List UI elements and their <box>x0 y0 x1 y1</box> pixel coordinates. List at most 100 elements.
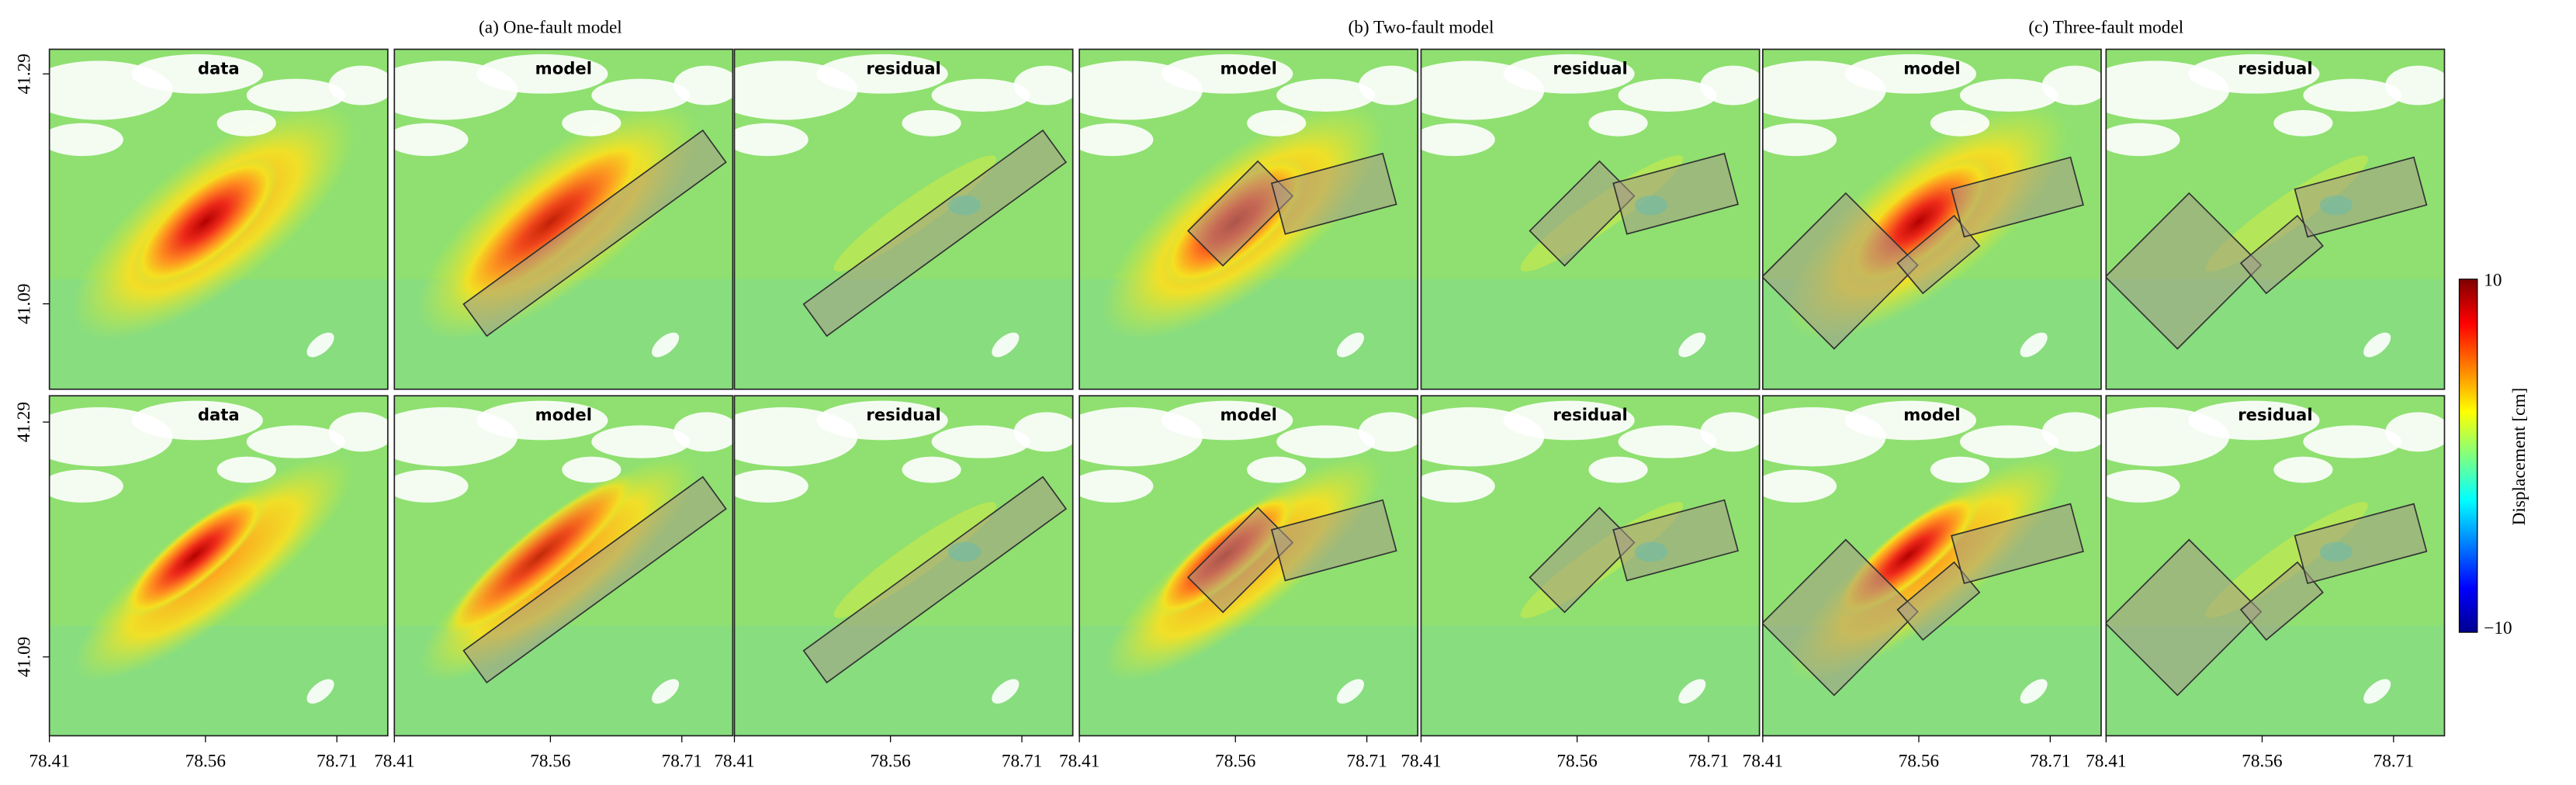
panel-image <box>1079 396 1418 736</box>
panel-label: residual <box>1553 405 1627 424</box>
no-data <box>734 123 808 157</box>
no-data <box>394 469 469 503</box>
no-data <box>1503 400 1635 441</box>
residual <box>833 502 997 618</box>
no-data <box>2041 65 2101 105</box>
fault-plane <box>1612 152 1740 235</box>
panel: residual 78.41 78.56 78.71 <box>714 395 1074 772</box>
no-data <box>1959 425 2058 458</box>
x-tick-label: 78.56 <box>530 752 570 772</box>
colorbar-max: 10 <box>2484 270 2502 290</box>
background-tone <box>734 625 1073 736</box>
panel-label: data <box>198 405 240 424</box>
no-data <box>1844 400 1977 441</box>
panel-image <box>734 396 1073 736</box>
no-data <box>1161 400 1293 441</box>
no-data <box>2273 109 2333 137</box>
panel-label: residual <box>2238 58 2312 78</box>
no-data <box>1762 123 1837 157</box>
panel-image <box>734 49 1073 389</box>
x-tick-label: 78.41 <box>1059 752 1099 772</box>
x-tick-label: 78.41 <box>1401 752 1441 772</box>
no-data <box>1588 109 1648 137</box>
no-data <box>1276 425 1376 458</box>
x-tick-label: 78.71 <box>662 752 702 772</box>
x-tick-label: 78.71 <box>2030 752 2070 772</box>
no-data <box>306 332 334 358</box>
no-data <box>2020 679 2048 704</box>
x-tick-label: 78.56 <box>2242 752 2282 772</box>
no-data <box>1421 469 1495 503</box>
no-data <box>476 54 608 94</box>
deformation <box>444 474 636 638</box>
y-tick-label: 41.29 <box>14 54 34 94</box>
panel-label: model <box>1903 405 1960 424</box>
no-data <box>1959 78 2058 112</box>
panel-frame <box>1420 395 1761 737</box>
deformation <box>132 157 279 286</box>
panel: residual 78.41 78.56 78.71 <box>1401 395 1761 772</box>
x-tick-label: 78.41 <box>2086 752 2126 772</box>
no-data <box>931 425 1030 458</box>
no-data <box>673 65 733 105</box>
panel-image <box>49 396 388 736</box>
no-data <box>562 109 621 137</box>
no-data <box>1336 679 1365 704</box>
x-tick-label: 78.71 <box>1002 752 1042 772</box>
background-tone <box>734 278 1073 389</box>
panel: model <box>1762 48 2102 390</box>
y-tick-label: 41.09 <box>14 637 34 677</box>
no-data <box>1161 54 1293 94</box>
x-tick-label: 78.71 <box>1346 752 1387 772</box>
no-data <box>2385 412 2445 452</box>
panel: residual 78.41 78.56 78.71 <box>2086 395 2446 772</box>
fault-plane <box>2294 156 2428 238</box>
column-title: (c) Three-fault model <box>2028 17 2183 37</box>
panel-frame <box>1420 48 1761 390</box>
fault-plane <box>1951 156 2084 238</box>
no-data <box>2385 65 2445 105</box>
no-data <box>1503 54 1635 94</box>
panel-image <box>1421 396 1760 736</box>
no-data <box>131 400 263 441</box>
panel: residual <box>2105 48 2446 390</box>
no-data <box>1013 65 1073 105</box>
y-tick-label: 41.09 <box>14 283 34 323</box>
panel-label: model <box>1903 58 1960 78</box>
no-data <box>652 679 680 704</box>
no-data <box>1618 425 1717 458</box>
no-data <box>1700 65 1760 105</box>
no-data <box>328 65 388 105</box>
fault-plane <box>1762 192 1919 350</box>
panel-label: model <box>535 58 592 78</box>
panel-frame <box>1762 48 2102 390</box>
fault-plane <box>802 129 1068 337</box>
no-data <box>246 425 345 458</box>
no-data <box>2020 332 2048 358</box>
no-data <box>673 412 733 452</box>
panel-frame <box>393 395 734 737</box>
panel-label: model <box>1220 405 1277 424</box>
y-tick-label: 41.29 <box>14 402 34 442</box>
x-tick-label: 78.41 <box>714 752 754 772</box>
no-data <box>1678 679 1706 704</box>
no-data <box>591 425 691 458</box>
fault-plane <box>1529 507 1636 614</box>
x-tick-label: 78.56 <box>1899 752 1939 772</box>
panel-image <box>1762 396 2101 736</box>
fault-plane <box>462 475 727 684</box>
fault-plane <box>802 475 1068 684</box>
no-data <box>306 679 334 704</box>
no-data <box>49 469 123 503</box>
panel-image <box>1421 49 1760 389</box>
panel-frame <box>2105 48 2446 390</box>
no-data <box>902 456 961 483</box>
panel-frame <box>733 395 1074 737</box>
no-data <box>931 78 1030 112</box>
panel-image <box>49 49 388 389</box>
panel-label: data <box>198 58 240 78</box>
no-data <box>1079 123 1154 157</box>
no-data <box>1276 78 1376 112</box>
no-data <box>2303 78 2402 112</box>
no-data <box>1247 109 1307 137</box>
